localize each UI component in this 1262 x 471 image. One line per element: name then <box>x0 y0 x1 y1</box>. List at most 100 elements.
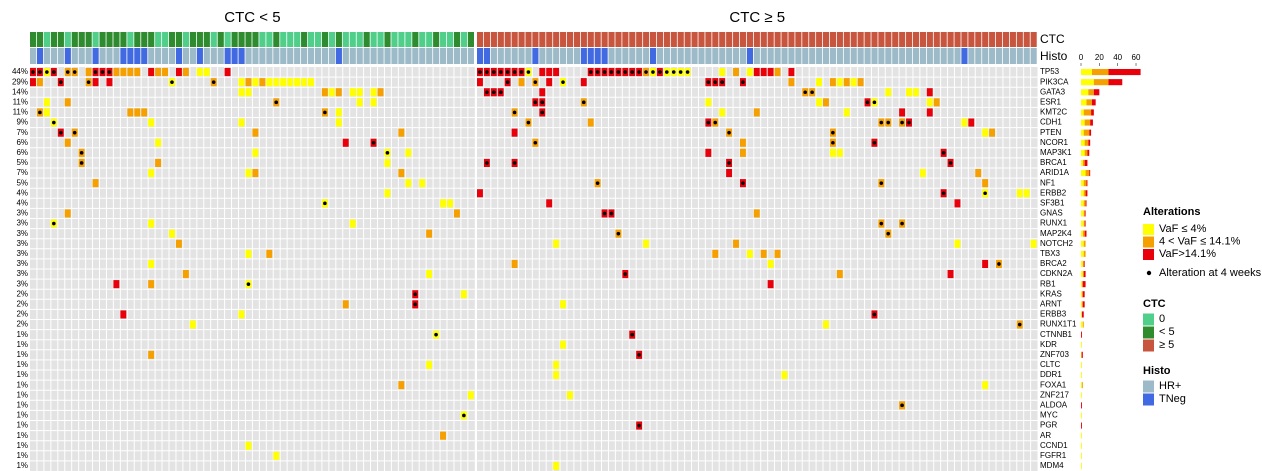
ctc-cell <box>231 32 238 47</box>
ctc-cell <box>64 32 71 47</box>
gene-label: CCND1 <box>1040 441 1068 450</box>
histo-cell <box>391 48 398 64</box>
histo-cell <box>113 48 120 64</box>
histo-cell <box>321 48 329 64</box>
alteration-cell <box>426 229 433 238</box>
gene-percent: 1% <box>16 400 28 409</box>
four-week-dot <box>720 80 724 84</box>
count-bar <box>1081 452 1082 459</box>
histo-cell <box>878 48 885 64</box>
alteration-cell <box>712 249 719 258</box>
four-week-dot <box>630 70 634 74</box>
alteration-cell <box>477 78 483 87</box>
histo-cell <box>733 48 740 64</box>
gene-label: FOXA1 <box>1040 380 1067 389</box>
gene-percent: 14% <box>12 87 28 96</box>
gene-percent: 2% <box>16 289 28 298</box>
count-bar <box>1081 321 1083 328</box>
four-week-dot <box>38 110 42 115</box>
four-week-dot <box>72 70 77 74</box>
alteration-cell <box>377 88 384 97</box>
four-week-dot <box>831 140 835 145</box>
gene-label: PTEN <box>1040 128 1062 137</box>
alteration-cell <box>182 270 189 279</box>
alteration-cell <box>328 88 335 97</box>
x-tick-label: 0 <box>1079 53 1084 62</box>
four-week-dot <box>512 161 517 165</box>
ctc-cell <box>106 32 113 47</box>
gene-percent: 2% <box>16 310 28 319</box>
four-week-dot <box>727 130 731 135</box>
alteration-cell <box>245 441 252 450</box>
ctc-cell <box>169 32 176 47</box>
histo-cell <box>419 48 426 64</box>
count-bar <box>1092 99 1096 106</box>
histo-cell <box>196 48 203 64</box>
count-bar <box>1086 99 1093 106</box>
ctc-cell <box>788 32 795 47</box>
histo-cell <box>829 48 837 64</box>
count-bar <box>1081 331 1082 338</box>
ctc-cell <box>733 32 740 47</box>
four-week-dot <box>540 110 545 115</box>
gene-label: BRCA1 <box>1040 158 1067 167</box>
alteration-cell <box>356 88 363 97</box>
ctc-cell <box>50 32 57 47</box>
legend-dot <box>1146 270 1152 276</box>
count-bar <box>1083 260 1085 267</box>
count-bar <box>1083 180 1087 187</box>
histo-cell <box>30 48 37 64</box>
alteration-cell <box>405 148 412 157</box>
legend-label: 0 <box>1159 313 1165 325</box>
ctc-cell <box>113 32 120 47</box>
histo-cell <box>601 48 608 64</box>
histo-cell <box>608 48 615 64</box>
count-bar <box>1085 170 1090 177</box>
ctc-cell <box>504 32 511 47</box>
four-week-dot <box>561 80 565 84</box>
histo-cell <box>511 48 518 64</box>
histo-cell <box>996 48 1003 64</box>
alteration-cell <box>774 68 781 77</box>
gene-label: ARID1A <box>1040 168 1070 177</box>
gene-percent: 1% <box>16 441 28 450</box>
gene-label: PGR <box>1040 421 1058 430</box>
histo-cell <box>308 48 315 64</box>
alteration-cell <box>335 118 342 127</box>
count-bar <box>1081 69 1093 76</box>
alteration-cell <box>982 179 989 188</box>
alteration-cell <box>141 108 148 117</box>
count-bar <box>1082 271 1084 278</box>
alteration-cell <box>155 138 162 147</box>
four-week-dot <box>865 100 870 105</box>
alteration-cell <box>238 310 245 319</box>
ctc-cell <box>217 32 224 47</box>
ctc-cell <box>546 32 553 47</box>
alteration-cell <box>843 108 850 117</box>
legend-label: Alteration at 4 weeks <box>1159 267 1262 279</box>
four-week-dot <box>623 70 628 74</box>
ctc-cell <box>85 32 92 47</box>
alteration-cell <box>829 148 836 157</box>
four-week-dot <box>323 201 327 206</box>
ctc-cell <box>871 32 878 47</box>
ctc-cell <box>989 32 996 47</box>
count-bar <box>1081 372 1082 379</box>
gene-percent: 1% <box>16 330 28 339</box>
histo-cell <box>816 48 823 64</box>
histo-cell <box>823 48 830 64</box>
alteration-cell <box>823 320 829 329</box>
histo-cell <box>892 48 899 64</box>
ctc-cell <box>954 32 961 47</box>
gene-percent: 1% <box>16 370 28 379</box>
histo-cell <box>656 48 664 64</box>
four-week-dot <box>941 191 946 196</box>
four-week-dot <box>58 130 63 135</box>
legend-label: 4 < VaF ≤ 14.1% <box>1159 235 1241 247</box>
alteration-cell <box>273 78 280 87</box>
alteration-cell <box>857 78 864 87</box>
alteration-cell <box>120 68 127 77</box>
four-week-dot <box>385 151 390 155</box>
alteration-cell <box>447 199 453 208</box>
gene-label: RUNX1T1 <box>1040 320 1077 329</box>
